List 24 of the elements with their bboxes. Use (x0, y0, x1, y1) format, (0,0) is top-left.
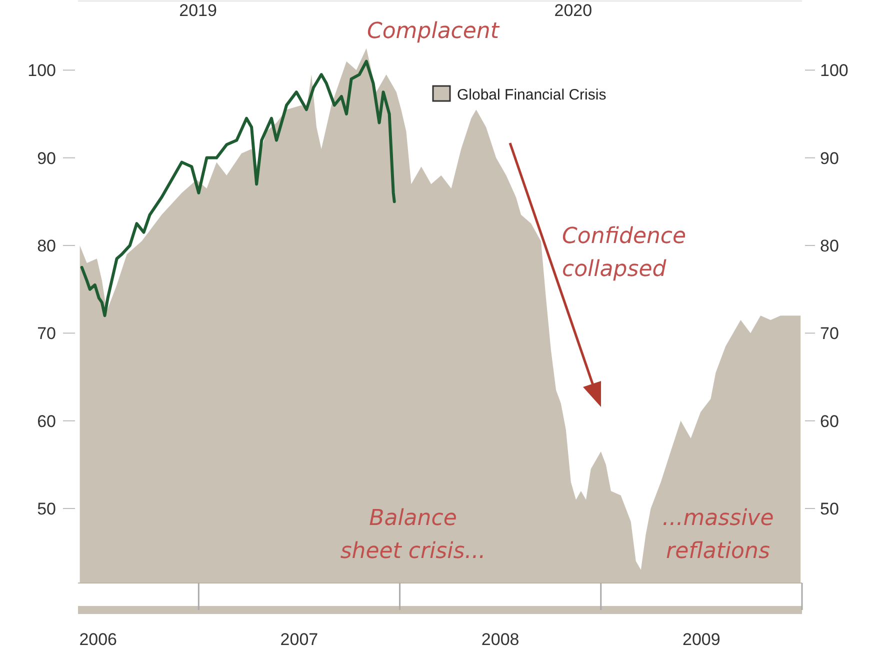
line-series (80, 60, 396, 318)
y-tick-label: 60 (37, 412, 56, 431)
annotation: Complacent (366, 19, 500, 44)
y-tick-label: 70 (37, 324, 56, 344)
y-tick-label: 90 (37, 148, 56, 168)
x-tick-label: 2009 (682, 630, 720, 649)
x-tick-label: 2006 (79, 630, 118, 649)
y2-tick-label: 50 (820, 499, 839, 518)
y2-tick-label: 80 (820, 236, 839, 256)
y-tick-label: 80 (37, 236, 56, 256)
y-tick-label: 100 (28, 61, 56, 80)
x2-tick-label: 2020 (554, 1, 592, 20)
annotation: Balance sheet crisis... (340, 506, 486, 564)
y2-tick-label: 70 (820, 324, 839, 344)
x-tick-label: 2008 (481, 630, 520, 649)
annotation: ...massive reflations (662, 506, 774, 564)
annotation: Confidence collapsed (562, 224, 686, 282)
y-tick-label: 50 (37, 499, 56, 518)
y2-tick-label: 60 (820, 412, 839, 431)
y2-tick-label: 100 (820, 61, 848, 80)
x2-tick-label: 2019 (179, 1, 217, 20)
legend-label: Global Financial Crisis (457, 86, 606, 104)
y2-tick-label: 90 (820, 148, 839, 168)
x-tick-label: 2007 (280, 630, 318, 649)
